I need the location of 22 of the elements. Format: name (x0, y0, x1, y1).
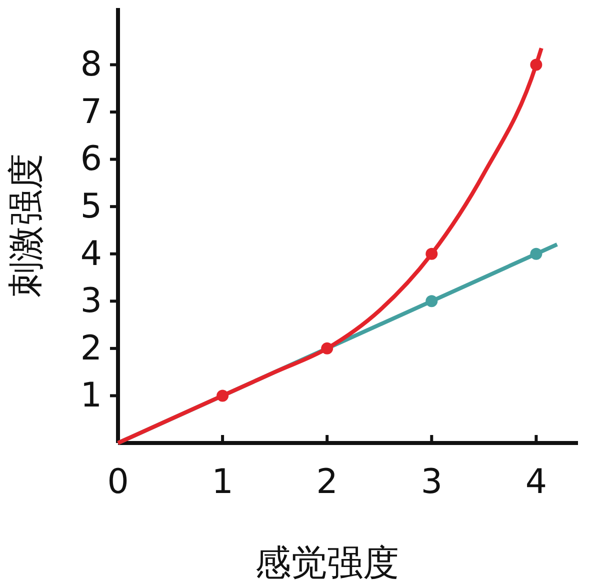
y-tick-label: 1 (80, 376, 102, 416)
y-tick-label: 8 (80, 44, 102, 85)
point (530, 58, 542, 71)
point (426, 295, 438, 308)
y-tick-label: 2 (80, 328, 102, 368)
x-tick-label: 2 (316, 462, 338, 502)
y-tick-label: 3 (80, 281, 102, 322)
y-tick-label: 4 (80, 234, 102, 274)
x-tick-label: 4 (525, 462, 547, 502)
point (530, 248, 542, 260)
x-tick-label: 0 (107, 462, 129, 502)
x-axis-title: 感觉强度 (255, 543, 400, 582)
x-tick-label: 1 (212, 462, 234, 502)
y-axis-title: 刺激强度 (6, 154, 47, 298)
y-tick-label: 5 (80, 186, 102, 226)
point (426, 248, 438, 260)
point (216, 390, 229, 402)
x-tick-label: 3 (420, 462, 442, 502)
point (321, 342, 334, 354)
y-tick-label: 7 (80, 92, 102, 132)
y-tick-label: 6 (80, 139, 102, 180)
line-series (116, 46, 544, 445)
